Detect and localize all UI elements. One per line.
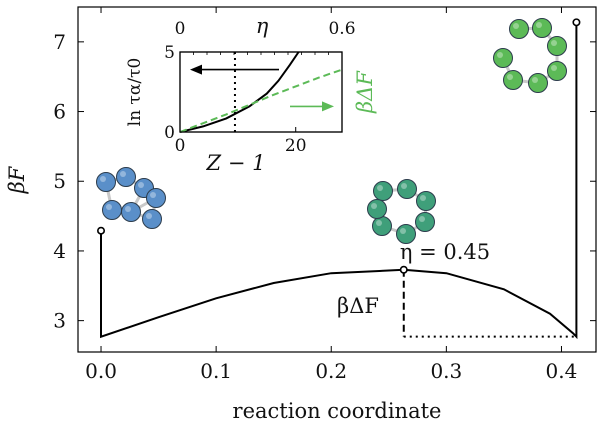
inset-y-label: ln τα/τ0 xyxy=(125,58,145,127)
cluster-atom-highlight xyxy=(507,74,513,80)
cluster-atom xyxy=(532,18,552,38)
inset-top-tick-label: 0.6 xyxy=(328,19,355,39)
cluster-atom-highlight xyxy=(146,213,152,219)
cluster-atom-highlight xyxy=(138,182,144,188)
cluster-atom xyxy=(373,181,393,201)
y-axis-label: βF xyxy=(5,165,29,194)
main-axes-frame xyxy=(77,6,597,353)
cluster-atom xyxy=(121,202,141,222)
inset-arrow-left-head xyxy=(190,64,202,75)
blue-cluster-image xyxy=(96,167,166,229)
cluster-atom-highlight xyxy=(513,23,519,29)
y-tick-label: 6 xyxy=(53,100,66,124)
y-tick-label: 3 xyxy=(53,309,66,333)
cluster-atom xyxy=(528,73,548,93)
inset-x-tick-label: 20 xyxy=(285,136,307,156)
cluster-atom xyxy=(415,212,435,232)
cluster-atom-highlight xyxy=(401,183,407,189)
cluster-atom-highlight xyxy=(497,52,503,58)
inset-top-x-label: η xyxy=(256,14,269,38)
x-tick-label: 0.0 xyxy=(85,359,117,383)
cluster-atom-highlight xyxy=(551,40,557,46)
cluster-atom xyxy=(102,200,122,220)
inset-background xyxy=(179,51,343,133)
cluster-atom-highlight xyxy=(420,195,426,201)
x-tick-label: 0.1 xyxy=(200,359,232,383)
green-cluster-image xyxy=(493,18,567,93)
cluster-atom xyxy=(397,179,417,199)
cluster-atom xyxy=(493,48,513,68)
x-tick-label: 0.3 xyxy=(430,359,462,383)
cluster-atom xyxy=(416,191,436,211)
y-tick-label: 4 xyxy=(53,239,66,263)
cluster-atom-highlight xyxy=(536,22,542,28)
y-tick-label: 7 xyxy=(53,30,66,54)
teal-cluster-image xyxy=(367,179,436,244)
cluster-atom-highlight xyxy=(376,220,382,226)
curve-marker xyxy=(97,226,106,235)
inset-y-tick-label: 0 xyxy=(164,123,175,143)
cluster-atom-highlight xyxy=(532,77,538,83)
cluster-atom-highlight xyxy=(377,185,383,191)
eta-annotation: η = 0.45 xyxy=(400,240,490,264)
inset-right-y-label: βΔF xyxy=(353,70,377,114)
inset-x-label: Z − 1 xyxy=(206,151,266,175)
cluster-atom xyxy=(547,36,567,56)
cluster-atom-highlight xyxy=(551,65,557,71)
barrier-annotation: βΔF xyxy=(337,294,379,318)
cluster-atom-highlight xyxy=(120,171,126,177)
x-tick-label: 0.4 xyxy=(546,359,578,383)
inset-barrier-curve xyxy=(179,68,343,133)
cluster-atom xyxy=(396,224,416,244)
cluster-atom xyxy=(367,199,387,219)
inset-top-tick-label: 0 xyxy=(175,19,186,39)
cluster-atom xyxy=(142,209,162,229)
cluster-atom-highlight xyxy=(125,206,131,212)
cluster-atom xyxy=(509,19,529,39)
cluster-atom xyxy=(503,70,523,90)
main-ticks: 0.0 0.1 0.2 0.3 0.4 3 4 5 6 7 xyxy=(53,7,596,383)
y-tick-label: 5 xyxy=(53,169,66,193)
inset-x-tick-label: 0 xyxy=(175,136,186,156)
cluster-atom-highlight xyxy=(400,228,406,234)
cluster-atom xyxy=(372,216,392,236)
cluster-atom xyxy=(146,188,166,208)
inset-arrow-right-head xyxy=(322,101,334,112)
cluster-atom xyxy=(116,167,136,187)
curve-marker xyxy=(399,265,408,274)
cluster-atom xyxy=(96,172,116,192)
cluster-atom xyxy=(547,61,567,81)
curve-marker xyxy=(572,18,581,27)
cluster-atom-highlight xyxy=(419,216,425,222)
cluster-atom-highlight xyxy=(100,176,106,182)
inset-y-tick-label: 5 xyxy=(164,43,175,63)
cluster-atom-highlight xyxy=(150,192,156,198)
inset-relaxation-curve xyxy=(179,51,300,133)
main-plot xyxy=(97,18,581,340)
x-axis-label: reaction coordinate xyxy=(233,399,442,423)
cluster-atom-highlight xyxy=(371,203,377,209)
cluster-atom-highlight xyxy=(106,204,112,210)
x-tick-label: 0.2 xyxy=(315,359,347,383)
